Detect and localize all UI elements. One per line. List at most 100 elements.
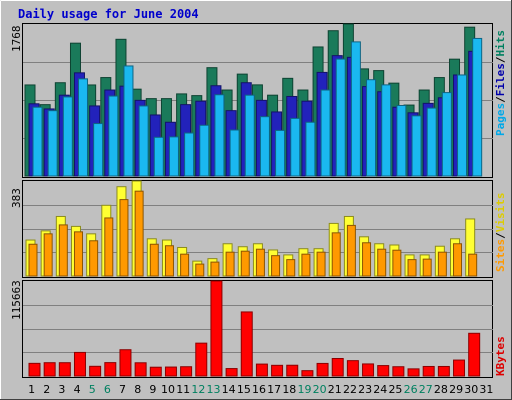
day-label-4: 4 xyxy=(74,383,81,396)
legend-top: Pages/Files/Hits xyxy=(494,30,507,136)
bar-kbytes-day-27 xyxy=(422,365,435,377)
bar-kbytes-day-8 xyxy=(134,362,147,377)
legend-top-item-0: Pages xyxy=(494,103,507,136)
bar-sites-day-16 xyxy=(255,248,265,277)
day-label-10: 10 xyxy=(161,383,175,396)
bar-pages-day-5 xyxy=(93,123,104,177)
bar-pages-day-2 xyxy=(47,110,58,177)
bar-pages-day-21 xyxy=(335,58,346,177)
bar-sites-day-13 xyxy=(210,261,220,277)
day-label-21: 21 xyxy=(328,383,342,396)
bar-kbytes-day-25 xyxy=(392,366,405,377)
bar-kbytes-day-26 xyxy=(407,368,420,377)
bar-sites-day-20 xyxy=(316,251,326,277)
bar-kbytes-day-19 xyxy=(301,370,314,377)
day-label-26: 26 xyxy=(404,383,418,396)
day-labels: 1 2 3 4 5 6 7 8 9 10 11 12 13 14 15 16 17 18 19 20 21 22 23 24 2… xyxy=(28,383,493,396)
bar-sites-day-12 xyxy=(195,263,205,277)
day-label-11: 11 xyxy=(176,383,190,396)
day-label-24: 24 xyxy=(373,383,387,396)
bar-pages-day-17 xyxy=(275,129,286,177)
legend-bottom-item-0: KBytes xyxy=(494,336,507,376)
day-label-25: 25 xyxy=(388,383,402,396)
bar-sites-day-29 xyxy=(453,243,463,277)
bar-sites-day-28 xyxy=(437,251,447,277)
bar-kbytes-day-6 xyxy=(104,362,117,377)
bar-sites-day-8 xyxy=(134,190,144,277)
bar-kbytes-day-13 xyxy=(210,280,223,377)
bar-kbytes-day-28 xyxy=(437,365,450,377)
bar-kbytes-day-9 xyxy=(149,366,162,377)
bar-pages-day-12 xyxy=(199,124,210,177)
bar-pages-day-27 xyxy=(426,107,437,177)
bar-pages-day-25 xyxy=(396,105,407,177)
legend-top-item-4: Hits xyxy=(494,30,507,57)
bar-pages-day-26 xyxy=(411,115,422,177)
day-label-12: 12 xyxy=(191,383,205,396)
bar-kbytes-day-18 xyxy=(286,364,299,377)
day-label-3: 3 xyxy=(58,383,65,396)
bar-kbytes-day-29 xyxy=(453,359,466,377)
bar-pages-day-7 xyxy=(123,65,134,177)
day-label-29: 29 xyxy=(449,383,463,396)
bar-sites-day-17 xyxy=(271,255,281,277)
bar-kbytes-day-4 xyxy=(73,351,86,377)
bar-pages-day-18 xyxy=(290,117,301,177)
bar-kbytes-day-17 xyxy=(271,364,284,377)
bar-sites-day-3 xyxy=(58,224,68,277)
bar-pages-day-28 xyxy=(441,92,452,177)
bar-sites-day-25 xyxy=(392,249,402,277)
bar-pages-day-20 xyxy=(320,89,331,177)
bar-sites-day-22 xyxy=(346,224,356,277)
bar-sites-day-15 xyxy=(240,250,250,277)
bar-pages-day-3 xyxy=(62,96,73,177)
bar-sites-day-2 xyxy=(43,233,53,277)
bar-pages-day-10 xyxy=(168,136,179,177)
bar-kbytes-day-24 xyxy=(377,365,390,377)
hits-ymax-label: 1768 xyxy=(10,26,23,53)
bar-kbytes-day-10 xyxy=(164,366,177,377)
day-label-6: 6 xyxy=(104,383,111,396)
legend-middle: Sites/Visits xyxy=(494,193,507,273)
bar-sites-day-27 xyxy=(422,258,432,277)
chart-title: Daily usage for June 2004 xyxy=(18,7,199,21)
bar-pages-day-1 xyxy=(32,106,43,177)
bar-pages-day-9 xyxy=(153,136,164,177)
bar-pages-day-19 xyxy=(305,121,316,177)
bar-pages-day-22 xyxy=(350,41,361,177)
bar-sites-day-5 xyxy=(89,240,99,277)
day-label-17: 17 xyxy=(267,383,281,396)
bar-kbytes-day-21 xyxy=(331,358,344,377)
day-label-15: 15 xyxy=(237,383,251,396)
legend-top-item-2: Files xyxy=(494,63,507,96)
day-label-5: 5 xyxy=(89,383,96,396)
day-label-7: 7 xyxy=(119,383,126,396)
bar-sites-day-11 xyxy=(180,253,190,277)
legends: Pages/Files/Hits Sites/Visits KBytes xyxy=(494,30,507,376)
bar-pages-day-4 xyxy=(77,78,88,177)
bar-sites-day-7 xyxy=(119,199,129,277)
bar-sites-day-4 xyxy=(73,231,83,277)
bar-sites-day-23 xyxy=(362,242,372,277)
legend-middle-item-0: Sites xyxy=(494,239,507,272)
legend-middle-item-2: Visits xyxy=(494,193,507,233)
bar-pages-day-15 xyxy=(244,94,255,177)
bar-sites-day-30 xyxy=(468,253,478,277)
day-label-1: 1 xyxy=(28,383,35,396)
day-label-13: 13 xyxy=(207,383,221,396)
bar-kbytes-day-22 xyxy=(346,360,359,377)
bar-pages-day-14 xyxy=(229,129,240,177)
day-label-20: 20 xyxy=(313,383,327,396)
bar-sites-day-6 xyxy=(104,217,114,277)
bar-kbytes-day-20 xyxy=(316,362,329,377)
day-label-16: 16 xyxy=(252,383,266,396)
bars xyxy=(24,23,483,377)
day-label-9: 9 xyxy=(149,383,156,396)
bar-pages-day-13 xyxy=(214,94,225,177)
bar-kbytes-day-14 xyxy=(225,368,238,377)
bar-pages-day-29 xyxy=(457,74,468,177)
day-label-14: 14 xyxy=(222,383,236,396)
bar-sites-day-14 xyxy=(225,251,235,277)
bar-pages-day-11 xyxy=(184,132,195,177)
